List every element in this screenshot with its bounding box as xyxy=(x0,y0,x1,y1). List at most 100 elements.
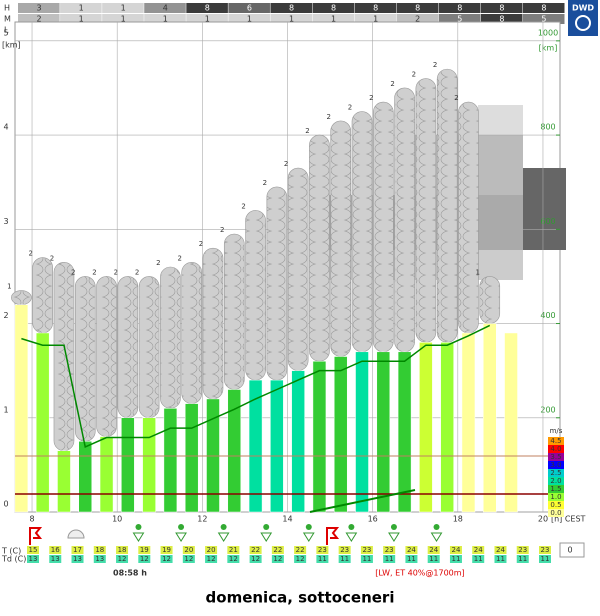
td-value: 12 xyxy=(207,555,216,563)
x-tick-label: 14 xyxy=(282,515,292,524)
weather-dot xyxy=(305,524,312,530)
cloud-label: 2 xyxy=(135,268,139,276)
td-box xyxy=(182,555,195,563)
weather-triangle xyxy=(217,532,230,542)
humidity-column xyxy=(376,351,391,513)
cloud-label: 2 xyxy=(284,160,288,168)
cloud-cover-cell xyxy=(312,3,355,13)
t-value: 24 xyxy=(474,546,483,554)
td-box xyxy=(294,555,307,563)
cloud-cover-value: 2 xyxy=(415,15,420,24)
y-tick-label: 4 xyxy=(3,123,8,132)
t-box xyxy=(539,546,551,554)
td-value: 12 xyxy=(140,555,149,563)
td-box xyxy=(271,555,284,563)
x-tick-label: 16 xyxy=(368,515,378,524)
t-box xyxy=(227,546,240,554)
cloud-cover-cell xyxy=(102,3,144,13)
cloud-cover-cell xyxy=(228,3,270,13)
t-value: 19 xyxy=(140,546,149,554)
legend-swatch xyxy=(548,509,564,517)
cloud-label: 2 xyxy=(220,226,224,234)
td-value: 11 xyxy=(474,555,483,563)
td-value: 12 xyxy=(273,555,282,563)
cloud-label: 2 xyxy=(412,71,416,79)
t-box xyxy=(93,546,106,554)
td-label: Td (C) xyxy=(1,555,26,564)
humidity-column xyxy=(57,450,71,513)
cloud-stack xyxy=(309,134,330,362)
td-box xyxy=(249,555,262,563)
t-value: 20 xyxy=(184,546,193,554)
symbol xyxy=(326,527,340,545)
y-tick-label: 0 xyxy=(3,500,8,509)
t-value: 22 xyxy=(296,546,305,554)
y2-tick-label: 400 xyxy=(540,311,555,320)
cloud-stack xyxy=(138,276,160,419)
legend-label: 4.0 xyxy=(550,445,561,453)
legend: m/s 4.54.03.53.02.52.01.51.00.50.0 xyxy=(548,427,564,517)
t-value: 20 xyxy=(207,546,216,554)
t-box xyxy=(71,546,84,554)
td-value: 11 xyxy=(362,555,371,563)
t-box xyxy=(27,546,39,554)
cloud-cover-value: 2 xyxy=(36,15,41,24)
cloud-stack xyxy=(117,276,139,419)
legend-label: 4.5 xyxy=(550,437,561,445)
spinner[interactable] xyxy=(559,542,585,558)
legend-swatch xyxy=(548,493,564,501)
t-value: 23 xyxy=(385,546,394,554)
cloud-label: 2 xyxy=(263,179,267,187)
legend-label: 2.0 xyxy=(550,477,561,485)
t-value: 17 xyxy=(73,546,82,554)
cloud-label: 2 xyxy=(50,254,54,262)
y-tick-label: 2 xyxy=(3,311,8,320)
t-box xyxy=(338,546,351,554)
t-value: 23 xyxy=(518,546,527,554)
cloud-cover-cell xyxy=(144,14,186,24)
cloud-cover-value: 8 xyxy=(331,4,336,13)
legend-label: 3.0 xyxy=(550,461,561,469)
t-value: 22 xyxy=(251,546,260,554)
t-value: 24 xyxy=(429,546,438,554)
humidity-column xyxy=(482,323,497,513)
cloud-cover-cell xyxy=(270,14,313,24)
cloud-label: 2 xyxy=(28,250,32,258)
cloud-stack xyxy=(351,111,373,353)
y-tick-label: 5 xyxy=(3,28,8,37)
y2-tick-label: 600 xyxy=(540,217,555,226)
t-value: 16 xyxy=(51,546,60,554)
td-box xyxy=(49,555,62,563)
logo: DWD xyxy=(572,4,594,13)
t-box xyxy=(494,546,507,554)
t-box xyxy=(449,546,462,554)
cloud-cover-value: 1 xyxy=(121,4,126,13)
td-value: 11 xyxy=(518,555,527,563)
td-box xyxy=(316,555,329,563)
td-box xyxy=(27,555,39,563)
humidity-column xyxy=(142,417,156,513)
cloud-stack xyxy=(373,101,394,353)
cloud-cover-value: 1 xyxy=(121,15,126,24)
t-value: 18 xyxy=(118,546,127,554)
cloud-label: 2 xyxy=(433,61,437,69)
cloud-label: 2 xyxy=(92,268,96,276)
cloud-label: 2 xyxy=(156,259,160,267)
cloud-label: 2 xyxy=(305,127,309,135)
weather-triangle xyxy=(260,532,273,542)
title: domenica, sottoceneri xyxy=(206,589,395,607)
time-label: 08:58 h xyxy=(113,569,147,578)
cloud-stack xyxy=(11,290,32,305)
cloud-cover-cell xyxy=(312,14,355,24)
td-box xyxy=(427,555,440,563)
y2-tick-label: 200 xyxy=(540,405,555,414)
td-box xyxy=(338,555,351,563)
cloud-cover-value: 8 xyxy=(457,4,462,13)
weather-dot xyxy=(433,524,440,530)
td-box xyxy=(138,555,151,563)
humidity-column xyxy=(419,342,433,513)
t-box xyxy=(360,546,373,554)
legend-swatch xyxy=(548,469,564,477)
td-box xyxy=(205,555,218,563)
